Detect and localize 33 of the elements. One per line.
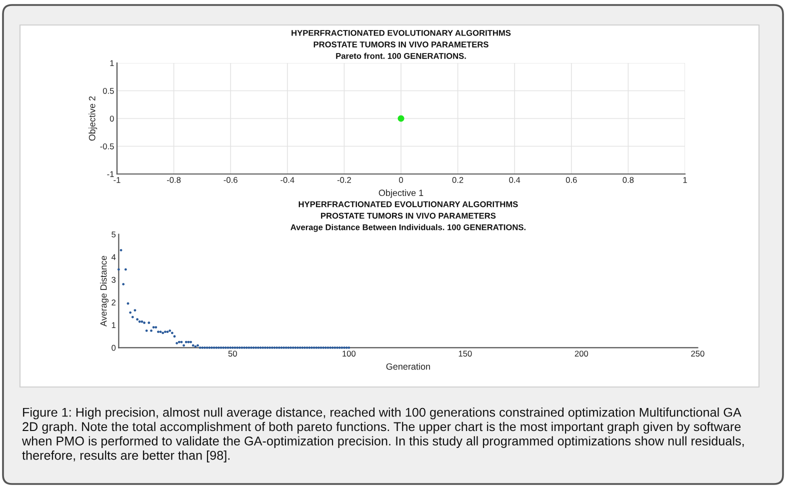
x-tick-label: 0 [399,177,403,183]
x-tick-label: 100 [342,350,356,357]
y-tick-label: 0 [112,344,116,351]
y-tick-label: 1 [110,60,114,66]
y-tick-label: 0 [110,116,114,122]
caption: Figure 1: High precision, almost null average distance, reached with 100 generations constrained optimization Multifunctional GA 2D graph. Note the total accomplishment of both pareto functions. The upper chart is the most important graph given by software when PMO is performed to validate the GA-optimization precision. In this study all programmed optimizations show null residuals, therefore, results are better than [98]. [22,408,744,462]
y-tick-label: 4 [111,254,116,260]
x-tick-label: 250 [691,350,704,357]
x-tick-label: 0.4 [509,177,520,183]
y-tick-label: -1 [107,171,114,178]
x-tick-label: 200 [574,350,588,357]
y-tick-label: 0.5 [102,88,114,94]
y-tick-label: 1 [112,322,116,328]
x-tick-label: -0.8 [166,177,181,183]
chart-title: HYPERFRACTIONATED EVOLUTIONARY ALGORITHMS PROSTATE TUMORS IN VIVO PARAMETERS Average Distance Between Individuals. 100 GENERATIONS. [290,201,526,232]
x-tick-label: 1 [683,177,687,183]
y-tick-label: 5 [112,232,116,238]
x-tick-label: 150 [458,350,472,357]
x-tick-label: 0.8 [622,177,634,183]
x-tick-label: -0.4 [280,177,294,183]
x-tick-label: -0.6 [224,177,238,183]
x-tick-label: 0.6 [566,177,577,183]
y-axis-title: Objective 2 [88,96,98,141]
x-tick-label: 0.2 [452,177,464,183]
x-tick-label: -0.2 [337,177,351,183]
chart-title: HYPERFRACTIONATED EVOLUTIONARY ALGORITHMS PROSTATE TUMORS IN VIVO PARAMETERS Pareto front. 100 GENERATIONS. [292,30,511,59]
y-tick-label: 3 [112,276,116,283]
x-axis-title: Generation [386,363,430,370]
x-axis-title: Objective 1 [378,189,424,198]
y-axis-title: Average Distance [100,256,109,327]
x-tick-label: 50 [228,350,237,357]
y-tick-label: -0.5 [100,143,114,150]
y-tick-label: 2 [112,300,116,306]
